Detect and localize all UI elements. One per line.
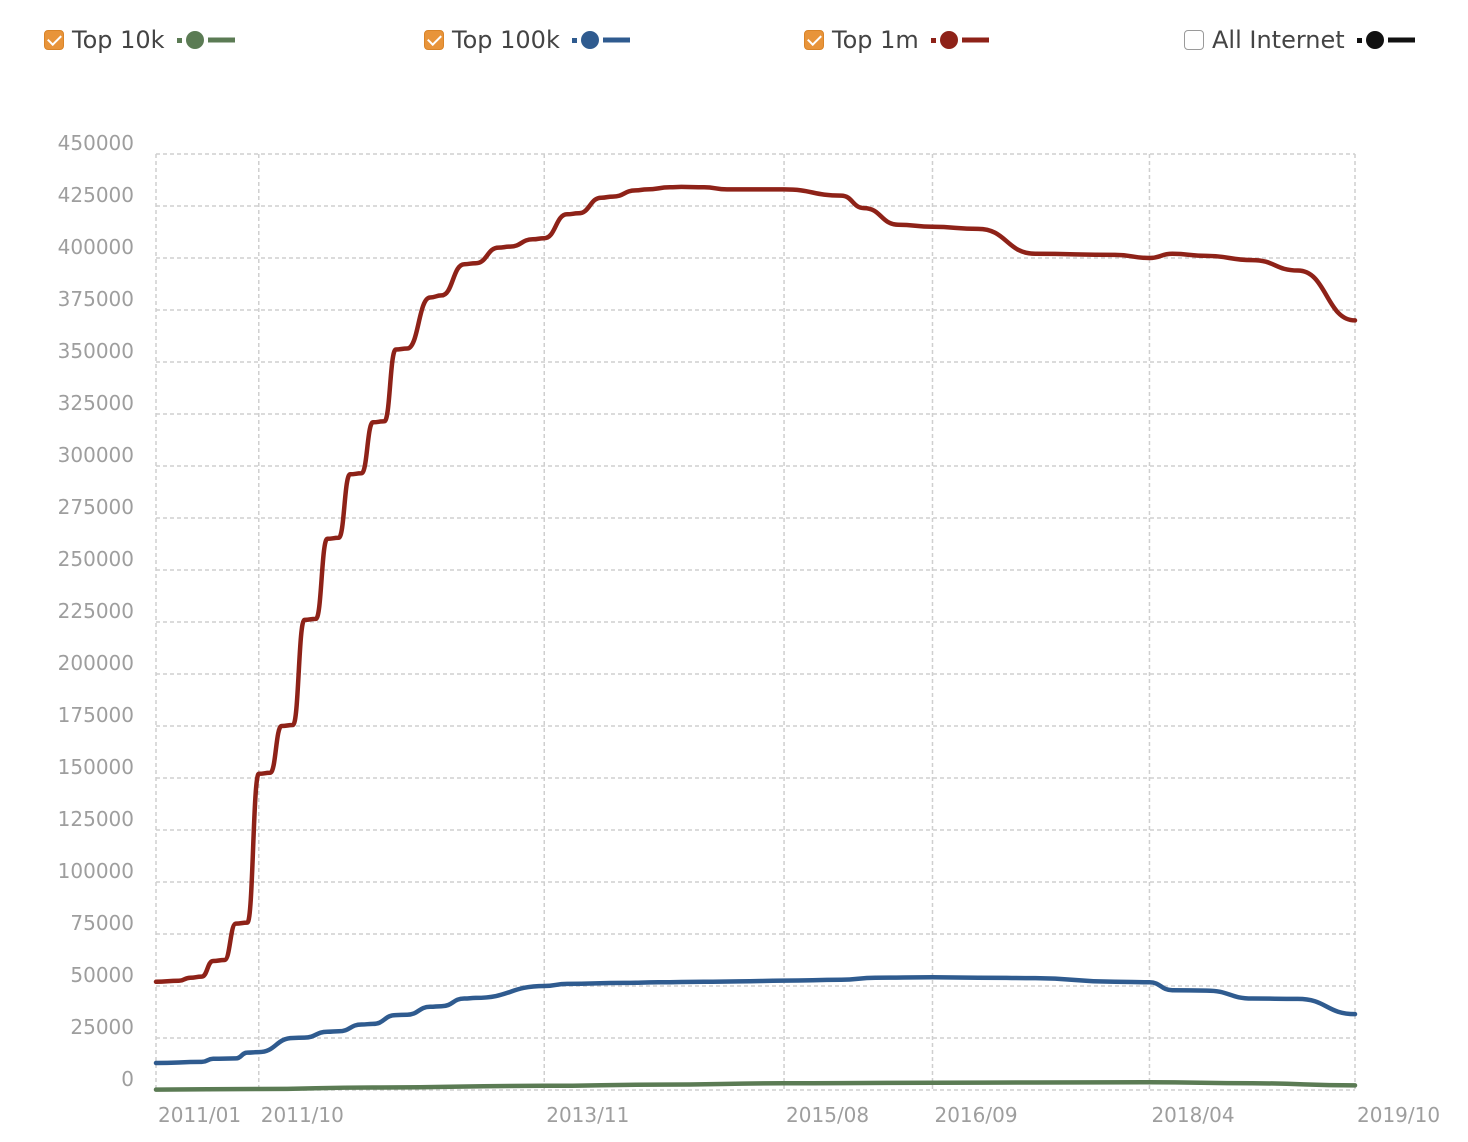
y-tick-label: 425000 [58, 183, 134, 207]
legend-label: Top 1m [832, 26, 919, 54]
legend-item-top-1m[interactable]: Top 1m [804, 22, 991, 58]
y-tick-label: 0 [121, 1067, 134, 1091]
y-tick-label: 400000 [58, 235, 134, 259]
x-tick-label: 2018/04 [1151, 1103, 1234, 1127]
dot-line-swatch-icon [571, 31, 630, 49]
x-tick-label: 2019/10 [1357, 1103, 1440, 1127]
grid [155, 153, 1356, 1091]
legend-item-top-10k[interactable]: Top 10k [44, 22, 237, 58]
y-tick-label: 100000 [58, 859, 134, 883]
series-line-top-1m [153, 184, 1358, 985]
y-tick-label: 300000 [58, 443, 134, 467]
y-tick-label: 50000 [70, 963, 134, 987]
y-tick-label: 250000 [58, 547, 134, 571]
x-tick-label: 2016/09 [934, 1103, 1017, 1127]
x-axis: 2011/01 2011/10 2013/11 2015/08 2016/09 2018/… [158, 1103, 1440, 1127]
y-tick-label: 150000 [58, 755, 134, 779]
y-axis: 0 25000 50000 75000 100000 125000 150000 175000… [58, 131, 134, 1091]
y-tick-label: 225000 [58, 599, 134, 623]
y-tick-label: 175000 [58, 703, 134, 727]
y-tick-label: 75000 [70, 911, 134, 935]
checkbox-unchecked-icon[interactable] [1184, 30, 1204, 50]
y-tick-label: 125000 [58, 807, 134, 831]
legend-item-top-100k[interactable]: Top 100k [424, 22, 632, 58]
legend: Top 10k Top 100k Top 1m All Internet [0, 0, 1468, 80]
y-tick-label: 375000 [58, 287, 134, 311]
y-tick-label: 325000 [58, 391, 134, 415]
x-tick-label: 2011/01 [158, 1103, 241, 1127]
x-tick-label: 2013/11 [546, 1103, 629, 1127]
legend-label: Top 10k [72, 26, 165, 54]
dot-line-swatch-icon [1356, 31, 1415, 49]
legend-label: Top 100k [452, 26, 560, 54]
x-tick-label: 2015/08 [786, 1103, 869, 1127]
series-lines [153, 184, 1358, 1092]
dot-line-swatch-icon [176, 31, 235, 49]
legend-item-all-internet[interactable]: All Internet [1184, 22, 1417, 58]
series-line-top-100k [153, 975, 1358, 1066]
x-tick-label: 2011/10 [261, 1103, 344, 1127]
y-tick-label: 25000 [70, 1015, 134, 1039]
dot-line-swatch-icon [930, 31, 989, 49]
y-tick-label: 350000 [58, 339, 134, 363]
checkbox-checked-icon[interactable] [804, 30, 824, 50]
y-tick-label: 450000 [58, 131, 134, 155]
y-tick-label: 275000 [58, 495, 134, 519]
checkbox-checked-icon[interactable] [424, 30, 444, 50]
y-tick-label: 200000 [58, 651, 134, 675]
series-line-top-10k [153, 1080, 1358, 1092]
legend-label: All Internet [1212, 26, 1345, 54]
checkbox-checked-icon[interactable] [44, 30, 64, 50]
